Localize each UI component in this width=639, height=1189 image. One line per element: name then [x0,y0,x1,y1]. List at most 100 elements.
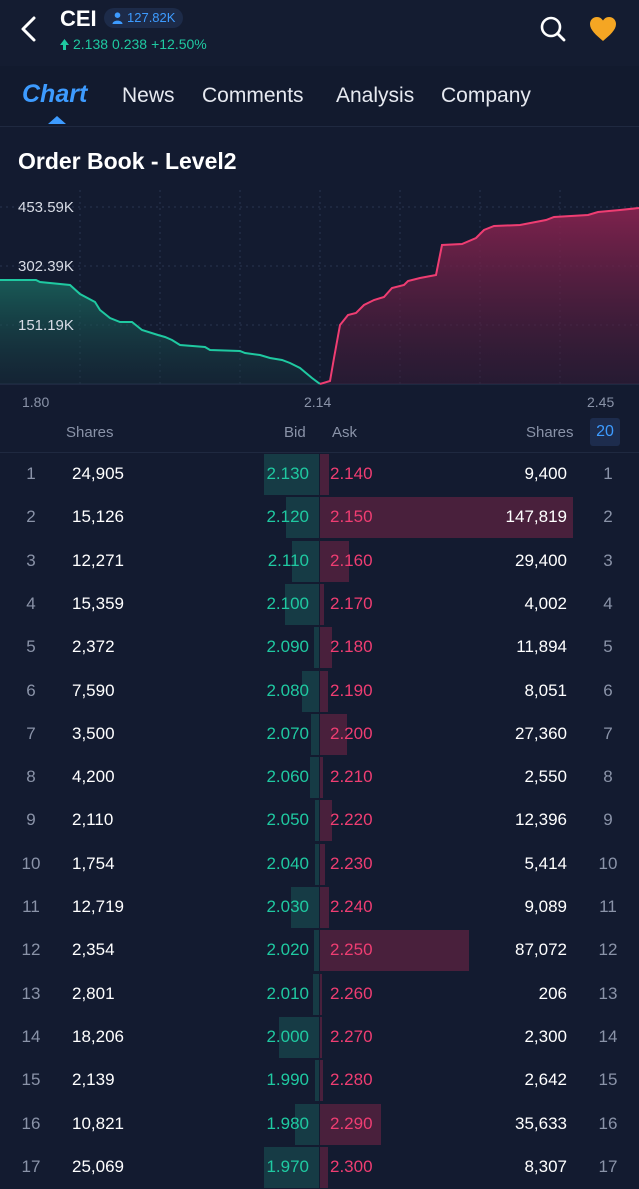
bid-price: 1.990 [266,1070,309,1090]
bid-shares: 10,821 [72,1113,124,1133]
y-tick-label: 302.39K [18,258,74,275]
bid-price: 2.130 [266,464,309,483]
search-button[interactable] [538,14,568,44]
ask-shares: 9,089 [524,897,567,916]
order-row[interactable]: 2 15,126 2.120 2.150 147,819 2 [0,496,639,539]
bid-shares: 2,110 [72,810,114,830]
bid-volume-bar [315,800,319,842]
app-header: CEI 127.82K 2.138 0.238 +12.50% [0,0,639,66]
bid-depth-line [0,279,321,385]
order-row[interactable]: 3 12,271 2.110 2.160 29,400 3 [0,540,639,583]
back-arrow-icon [21,16,36,42]
bid-price: 2.090 [266,637,309,657]
bid-shares: 12,719 [72,897,124,916]
bid-volume-bar [311,713,319,755]
tab-analysis[interactable]: Analysis [336,84,415,107]
order-row[interactable]: 13 2,801 2.010 2.260 206 13 [0,973,639,1016]
row-rank-right: 8 [603,767,613,787]
ask-shares: 8,307 [524,1156,567,1176]
tab-news[interactable]: News [122,84,175,107]
bid-volume-bar [314,930,319,972]
order-row[interactable]: 16 10,821 1.980 2.290 35,633 16 [0,1103,639,1146]
depth-chart[interactable]: 453.59K 302.39K 151.19K [0,190,639,386]
order-row[interactable]: 17 25,069 1.970 2.300 8,307 17 [0,1146,639,1189]
row-rank-right: 4 [603,593,613,613]
bid-volume-bar [302,670,319,712]
ask-volume-bar [320,454,329,495]
bid-volume-bar [310,757,319,799]
bid-price: 2.100 [266,593,309,613]
ask-shares: 2,642 [524,1070,567,1090]
order-row[interactable]: 12 2,354 2.020 2.250 87,072 12 [0,929,639,972]
up-arrow-icon [60,38,69,50]
ask-price: 2.250 [330,940,373,960]
bid-price: 2.040 [266,853,309,873]
tab-chart[interactable]: Chart [22,80,88,108]
bid-price: 1.980 [266,1113,309,1133]
bid-shares: 2,372 [72,637,115,657]
followers-badge[interactable]: 127.82K [104,8,184,28]
order-row[interactable]: 14 18,206 2.000 2.270 2,300 14 [0,1016,639,1059]
ask-volume-bar [320,930,469,972]
row-rank-left: 5 [26,637,36,657]
order-row[interactable]: 6 7,590 2.080 2.190 8,051 6 [0,670,639,713]
bid-shares: 4,200 [72,767,115,787]
ask-shares-header: Shares [526,424,574,441]
row-rank-right: 17 [598,1156,618,1176]
ask-volume-bar [320,713,347,755]
bid-volume-bar [285,583,319,625]
row-rank-right: 7 [603,723,613,743]
order-row[interactable]: 1 24,905 2.130 2.140 9,400 1 [0,453,639,496]
order-row[interactable]: 15 2,139 1.990 2.280 2,642 15 [0,1059,639,1102]
ask-volume-bar [320,800,332,842]
bid-shares: 3,500 [72,723,115,743]
ask-price: 2.280 [330,1070,373,1090]
tab-comments[interactable]: Comments [202,84,304,107]
order-row[interactable]: 10 1,754 2.040 2.230 5,414 10 [0,843,639,886]
ask-price: 2.170 [330,593,373,613]
ask-price: 2.300 [330,1156,373,1176]
ask-price: 2.220 [330,810,373,830]
ask-price: 2.140 [330,464,373,483]
tab-company[interactable]: Company [441,84,531,107]
bid-price: 2.070 [266,723,309,743]
order-row[interactable]: 9 2,110 2.050 2.220 12,396 9 [0,799,639,842]
row-rank-right: 10 [598,853,618,873]
ask-header: Ask [332,424,358,441]
order-row[interactable]: 7 3,500 2.070 2.200 27,360 7 [0,713,639,756]
bid-volume-bar [295,1103,319,1145]
order-row[interactable]: 5 2,372 2.090 2.180 11,894 5 [0,626,639,669]
ask-price: 2.230 [330,853,373,873]
ask-shares: 35,633 [515,1113,567,1133]
row-rank-left: 7 [26,723,36,743]
depth-level-selector[interactable]: 20 [590,418,620,446]
bid-shares: 18,206 [72,1026,124,1046]
ask-price: 2.200 [330,723,373,743]
bid-shares: 15,126 [72,507,124,527]
order-row[interactable]: 4 15,359 2.100 2.170 4,002 4 [0,583,639,626]
bid-price: 2.000 [266,1026,309,1046]
ask-volume-bar [320,1103,381,1145]
order-row[interactable]: 8 4,200 2.060 2.210 2,550 8 [0,756,639,799]
row-rank-left: 11 [22,897,40,916]
bid-shares: 2,801 [72,983,115,1003]
bid-volume-bar [292,540,319,582]
bid-volume-bar [264,1146,319,1188]
bid-shares: 1,754 [72,853,115,873]
row-rank-left: 3 [26,550,36,570]
ask-price: 2.180 [330,637,373,657]
row-rank-right: 5 [603,637,613,657]
ask-shares: 87,072 [515,940,567,960]
favorite-button[interactable] [588,14,618,44]
bid-shares: 7,590 [72,680,115,700]
active-tab-indicator [48,116,66,124]
bid-depth-area [0,280,320,384]
bid-price: 1.970 [266,1156,309,1176]
back-button[interactable] [12,14,46,44]
ask-volume-bar [320,973,322,1015]
order-row[interactable]: 11 12,719 2.030 2.240 9,089 11 [0,886,639,929]
row-rank-left: 8 [26,767,36,787]
price-line: 2.138 0.238 +12.50% [60,36,207,52]
ask-price: 2.210 [330,767,373,787]
row-rank-left: 2 [26,507,36,527]
